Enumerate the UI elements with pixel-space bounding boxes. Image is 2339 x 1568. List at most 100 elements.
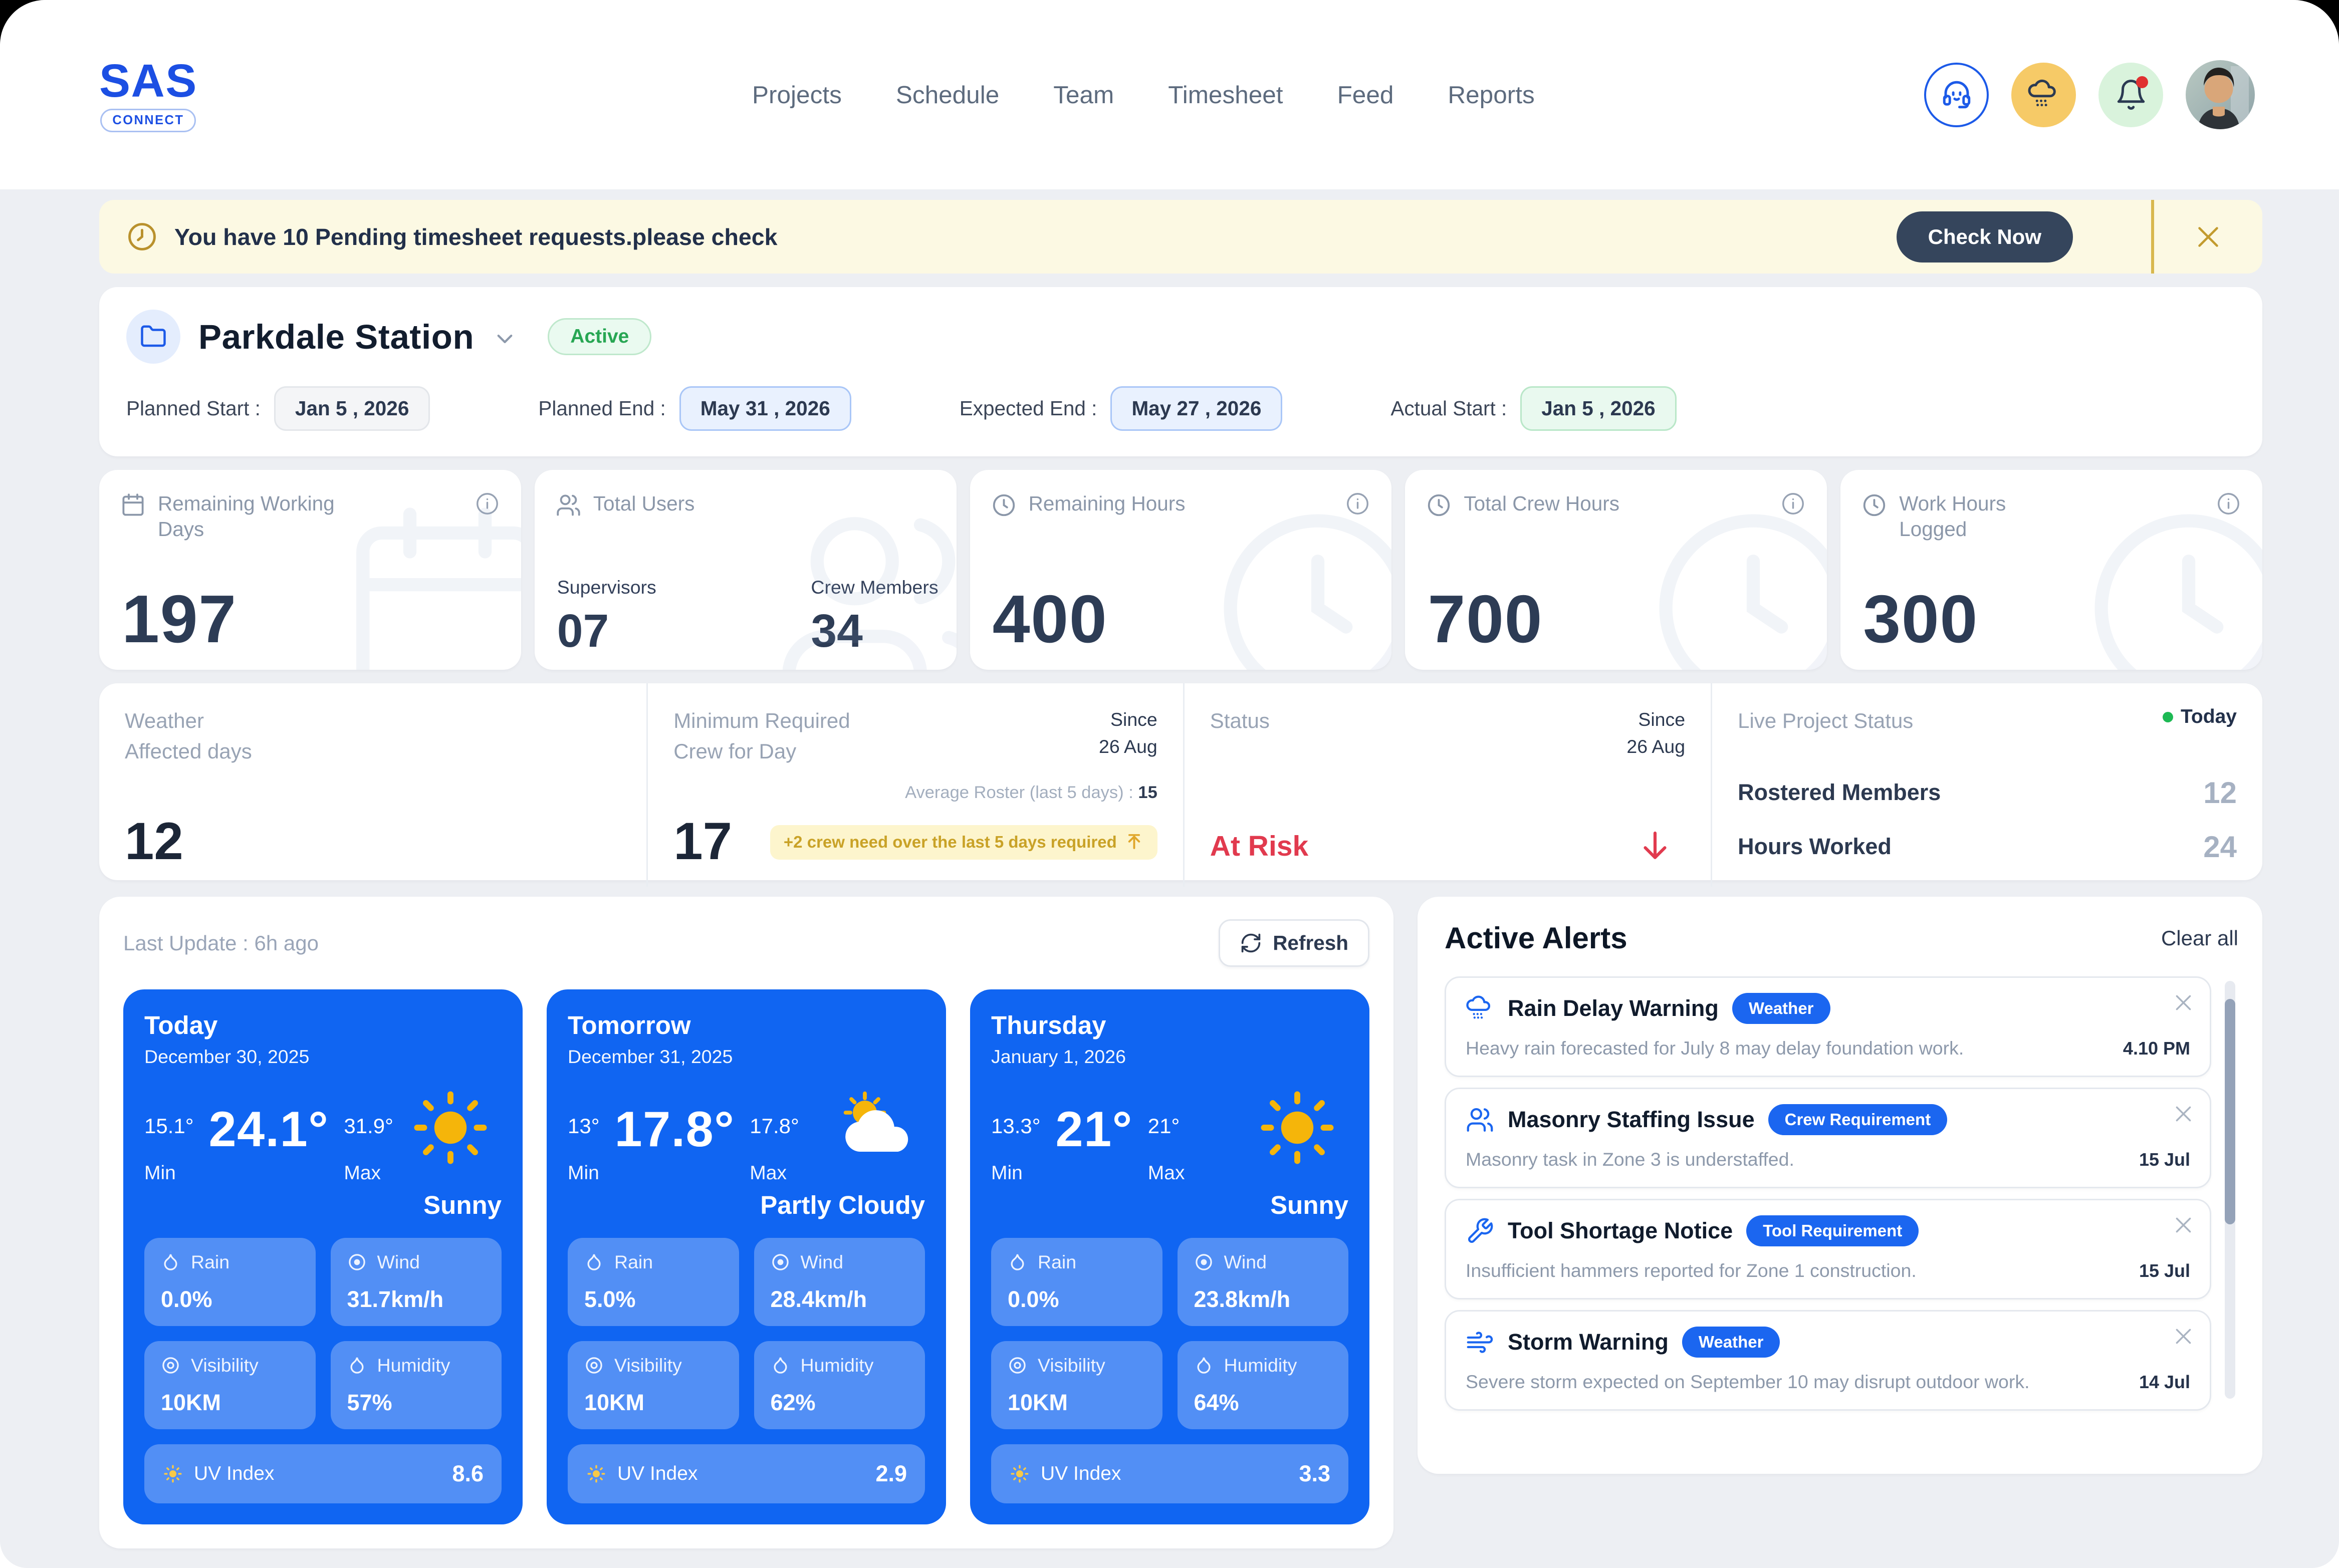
alert-close-button[interactable] — [2172, 1103, 2195, 1125]
arrow-down-icon — [1635, 824, 1675, 869]
temp-min: 13.3° — [991, 1114, 1041, 1138]
droplet-icon — [161, 1252, 180, 1272]
user-avatar[interactable] — [2186, 60, 2255, 129]
clock-icon — [1426, 492, 1452, 518]
alert-close-button[interactable] — [2172, 991, 2195, 1014]
alert-storm-warning[interactable]: Storm Warning Weather Severe storm expec… — [1445, 1310, 2211, 1411]
rain-value: 5.0% — [584, 1286, 636, 1312]
rostered-members-row: Rostered Members 12 — [1738, 775, 2237, 810]
nav-item-reports[interactable]: Reports — [1448, 81, 1535, 109]
expected-end-label: Expected End : — [959, 397, 1097, 420]
brand-sub: CONNECT — [100, 108, 196, 132]
target-icon — [1194, 1252, 1214, 1272]
uv-index-tile: UV Index 3.3 — [991, 1444, 1348, 1503]
calendar-icon — [120, 492, 146, 518]
rain-tile: Rain 0.0% — [991, 1238, 1162, 1326]
alert-rain-delay[interactable]: Rain Delay Warning Weather Heavy rain fo… — [1445, 976, 2211, 1077]
alert-title: Storm Warning — [1508, 1329, 1669, 1355]
close-icon — [2172, 1103, 2195, 1125]
clock-watermark-icon — [1205, 495, 1392, 670]
status-label: Status — [1210, 709, 1270, 732]
users-icon — [556, 492, 581, 518]
hours-worked-label: Hours Worked — [1738, 834, 1892, 860]
wind-icon — [1466, 1328, 1494, 1357]
alert-badge: Crew Requirement — [1768, 1104, 1948, 1135]
live-status-label: Live Project Status — [1738, 709, 1914, 732]
notification-badge-dot — [2136, 76, 2148, 88]
stat-card-work-hours-logged: Work Hours Logged 300 — [1840, 470, 2262, 670]
weather-card-tomorrow: Tomorrow December 31, 2025 13° Min 17.8° … — [547, 989, 946, 1524]
clock-icon — [1861, 492, 1887, 518]
info-icon[interactable] — [475, 491, 500, 516]
alert-time: 15 Jul — [2139, 1260, 2190, 1281]
min-crew-label-1: Minimum Required — [673, 709, 850, 732]
info-icon[interactable] — [1780, 491, 1806, 516]
green-dot-icon — [2163, 711, 2173, 722]
alert-description: Severe storm expected on September 10 ma… — [1466, 1371, 2030, 1392]
humidity-tile: Humidity 62% — [754, 1341, 925, 1429]
temp-min: 15.1° — [144, 1114, 194, 1138]
visibility-value: 10KM — [161, 1390, 221, 1415]
weather-card-thursday: Thursday January 1, 2026 13.3° Min 21° 21… — [970, 989, 1369, 1524]
weather-affected-value: 12 — [125, 812, 183, 871]
wind-value: 28.4km/h — [770, 1286, 867, 1312]
target-icon — [347, 1252, 367, 1272]
notifications-button[interactable] — [2098, 62, 2163, 127]
info-icon[interactable] — [2216, 491, 2241, 516]
wrench-icon — [1466, 1217, 1494, 1245]
alert-badge: Tool Requirement — [1746, 1215, 1919, 1246]
weather-day: Tomorrow — [568, 1011, 691, 1039]
alert-tool-shortage[interactable]: Tool Shortage Notice Tool Requirement In… — [1445, 1199, 2211, 1299]
sun-icon — [1255, 1086, 1339, 1170]
live-today-indicator: Today — [2163, 706, 2237, 728]
supervisors-stat: Supervisors 07 — [557, 577, 656, 658]
min-crew-value: 17 — [673, 812, 732, 871]
bell-icon — [2115, 78, 2148, 111]
info-icon[interactable] — [1345, 491, 1370, 516]
project-overview-card: Weather Affected days 12 Minimum Require… — [99, 683, 2262, 887]
clear-all-button[interactable]: Clear all — [2161, 926, 2238, 950]
alert-time: 14 Jul — [2139, 1371, 2190, 1392]
refresh-button[interactable]: Refresh — [1219, 919, 1369, 967]
check-now-button[interactable]: Check Now — [1896, 211, 2073, 263]
uv-index-tile: UV Index 2.9 — [568, 1444, 925, 1503]
nav-item-schedule[interactable]: Schedule — [895, 81, 1000, 109]
hours-worked-value: 24 — [2203, 830, 2237, 864]
alert-close-button[interactable] — [2172, 1325, 2195, 1348]
average-roster-line: Average Roster (last 5 days) : 15 — [905, 782, 1157, 802]
visibility-tile: Visibility 10KM — [144, 1341, 316, 1429]
alerts-scrollbar[interactable] — [2225, 981, 2235, 1399]
planned-end-group: Planned End : May 31 , 2026 — [538, 386, 851, 431]
uv-index-tile: UV Index 8.6 — [144, 1444, 502, 1503]
nav-item-projects[interactable]: Projects — [752, 81, 842, 109]
nav-item-team[interactable]: Team — [1053, 81, 1114, 109]
rain-tile: Rain 0.0% — [144, 1238, 316, 1326]
temp-current: 24.1° — [208, 1101, 329, 1157]
alert-close-button[interactable] — [2172, 1214, 2195, 1236]
project-title-row: Parkdale Station Active — [126, 310, 2235, 364]
alert-title: Tool Shortage Notice — [1508, 1218, 1733, 1243]
support-button[interactable] — [1924, 62, 1989, 127]
alerts-scrollbar-thumb[interactable] — [2225, 999, 2235, 1224]
banner-close-button[interactable] — [2154, 200, 2262, 274]
banner-message: You have 10 Pending timesheet requests.p… — [174, 223, 778, 250]
nav-item-timesheet[interactable]: Timesheet — [1168, 81, 1283, 109]
average-roster-value: 15 — [1138, 782, 1157, 802]
expected-end-value: May 27 , 2026 — [1110, 386, 1283, 431]
sun-icon — [408, 1086, 493, 1170]
alerts-title: Active Alerts — [1445, 921, 1627, 955]
navbar-actions — [1924, 60, 2255, 129]
project-switcher-chevron[interactable] — [492, 326, 518, 352]
project-title: Parkdale Station — [198, 317, 475, 356]
alert-masonry-staffing[interactable]: Masonry Staffing Issue Crew Requirement … — [1445, 1088, 2211, 1188]
rain-tile: Rain 5.0% — [568, 1238, 739, 1326]
status-value: At Risk — [1210, 830, 1309, 862]
rain-value: 0.0% — [161, 1286, 212, 1312]
weather-button[interactable] — [2011, 62, 2076, 127]
arrow-up-icon — [1124, 833, 1144, 852]
brand-logo[interactable]: SAS CONNECT — [99, 57, 197, 132]
nav-item-feed[interactable]: Feed — [1337, 81, 1394, 109]
temp-max: 21° — [1147, 1114, 1180, 1138]
visibility-icon — [584, 1356, 604, 1375]
